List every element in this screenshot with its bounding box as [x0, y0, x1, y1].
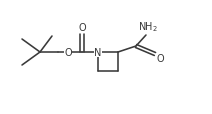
Text: O: O [64, 48, 72, 57]
Text: N: N [94, 48, 102, 57]
Text: O: O [156, 54, 164, 63]
Text: NH$_2$: NH$_2$ [138, 20, 158, 34]
Text: O: O [78, 23, 86, 33]
